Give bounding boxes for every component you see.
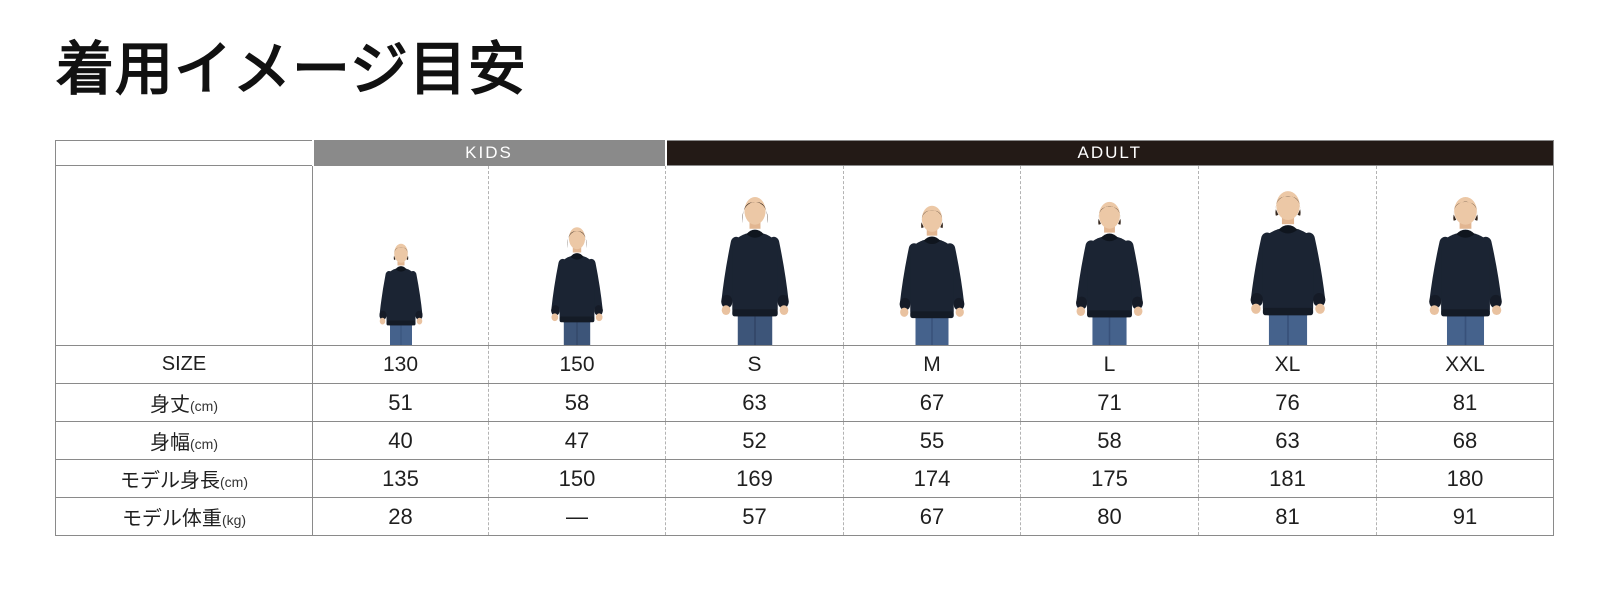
body-length-cell: 76 [1198,383,1377,422]
model-weight-cell: 91 [1375,497,1554,536]
body-width-cell: 58 [1020,421,1199,460]
body-length-cell: 63 [665,383,844,422]
size-value-cell: 150 [488,345,666,384]
person-figure-150 [541,224,613,345]
row-unit: (cm) [190,436,218,452]
group-header-adult: ADULT [664,140,1554,166]
model-photo-130 [313,166,489,346]
row-label: 身丈 [150,394,190,416]
model-height-cell: 175 [1020,459,1199,498]
body-width-cell: 47 [488,421,666,460]
model-height-cell: 174 [843,459,1021,498]
person-figure-xxl [1415,193,1516,345]
row-header-size: SIZE [55,345,313,384]
body-width-cell: 63 [1198,421,1377,460]
model-photo-m [843,165,1021,346]
size-value-cell: 130 [312,345,489,384]
model-photo-row [55,165,1554,346]
row-header-body-width: 身幅(cm) [55,421,313,460]
row-header-model-weight: モデル体重(kg) [55,497,313,536]
person-figure-s [708,193,802,345]
body-length-cell: 67 [843,383,1021,422]
size-value-cell: XXL [1375,345,1554,384]
body-width-cell: 52 [665,421,844,460]
size-value-cell: XL [1198,345,1377,384]
model-weight-cell: 28 [312,497,489,536]
body-length-cell: 71 [1020,383,1199,422]
body-width-row: 身幅(cm) 40 47 52 55 58 63 68 [55,421,1554,460]
model-weight-cell: — [488,497,666,536]
size-value-cell: L [1020,345,1199,384]
body-length-cell: 51 [312,383,489,422]
size-row: SIZE 130 150 S M L XL XXL [55,345,1554,384]
model-height-cell: 181 [1198,459,1377,498]
photo-row-label-cell [55,165,313,346]
row-header-body-length: 身丈(cm) [55,383,313,422]
body-width-cell: 40 [312,421,489,460]
row-label: SIZE [161,353,207,375]
group-header-kids: KIDS [311,140,666,166]
model-weight-cell: 81 [1198,497,1377,536]
size-chart-table: KIDS ADULT [55,140,1555,536]
person-figure-m [887,202,977,345]
model-height-cell: 135 [312,459,489,498]
model-height-cell: 150 [488,459,666,498]
row-label: モデル体重 [121,508,222,530]
model-photo-150 [488,165,666,346]
row-unit: (kg) [221,512,247,528]
row-unit: (cm) [220,474,248,490]
body-length-cell: 58 [488,383,666,422]
model-weight-cell: 67 [843,497,1021,536]
person-figure-xl [1236,187,1340,345]
model-height-cell: 169 [665,459,844,498]
corner-cell [55,140,313,166]
size-value-cell: S [665,345,844,384]
row-label: 身幅 [150,432,190,454]
row-label: モデル身長 [120,470,220,492]
model-height-row: モデル身長(cm) 135 150 169 174 175 181 180 [55,459,1554,498]
model-photo-xxl [1375,165,1554,346]
page-title: 着用イメージ目安 [56,37,527,102]
body-length-cell: 81 [1375,383,1554,422]
model-weight-cell: 57 [665,497,844,536]
model-photo-s [665,165,844,346]
row-unit: (cm) [190,398,218,414]
model-photo-l [1020,165,1199,346]
person-figure-130 [371,241,431,345]
model-height-cell: 180 [1375,459,1554,498]
body-length-row: 身丈(cm) 51 58 63 67 71 76 81 [55,383,1554,422]
body-width-cell: 68 [1375,421,1554,460]
model-weight-row: モデル体重(kg) 28 — 57 67 80 81 91 [55,497,1554,536]
model-photo-xl [1198,165,1377,346]
body-width-cell: 55 [843,421,1021,460]
group-header-row: KIDS ADULT [55,140,1554,166]
size-value-cell: M [843,345,1021,384]
person-figure-l [1063,198,1156,345]
row-header-model-height: モデル身長(cm) [55,459,313,498]
model-weight-cell: 80 [1020,497,1199,536]
